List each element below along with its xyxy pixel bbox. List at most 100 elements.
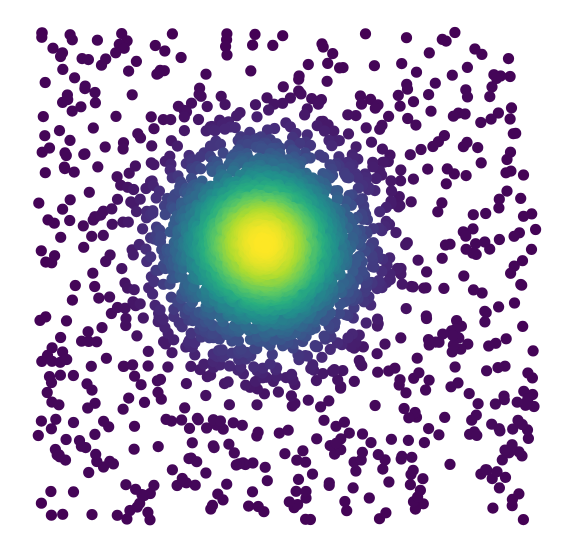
scatter-point — [433, 429, 445, 441]
scatter-point — [155, 231, 167, 243]
scatter-point — [342, 109, 354, 121]
scatter-point — [517, 169, 530, 181]
scatter-point — [440, 178, 452, 190]
scatter-point — [83, 466, 95, 479]
scatter-point — [421, 266, 433, 278]
scatter-point — [447, 110, 459, 122]
scatter-point — [43, 142, 56, 154]
scatter-point — [395, 332, 407, 344]
scatter-point — [243, 500, 255, 512]
scatter-point — [152, 386, 164, 398]
scatter-point — [35, 245, 47, 257]
scatter-point — [220, 40, 232, 53]
scatter-point — [67, 416, 80, 429]
scatter-point — [491, 466, 503, 478]
scatter-point — [192, 113, 205, 126]
scatter-point — [47, 42, 59, 54]
scatter-point — [507, 128, 519, 140]
scatter-point — [151, 68, 163, 80]
scatter-point — [89, 280, 101, 293]
scatter-point — [486, 81, 498, 93]
scatter-point — [427, 140, 439, 153]
scatter-point — [316, 351, 328, 363]
scatter-point — [154, 304, 166, 316]
scatter-point — [309, 340, 321, 352]
scatter-point — [511, 396, 523, 408]
scatter-point — [126, 89, 138, 101]
scatter-point — [214, 138, 227, 150]
scatter-point — [300, 485, 312, 498]
scatter-point — [59, 163, 71, 175]
scatter-point — [98, 415, 110, 427]
scatter-point — [267, 39, 279, 52]
scatter-point — [55, 331, 67, 344]
scatter-point — [249, 28, 261, 40]
scatter-point — [64, 214, 76, 227]
scatter-point — [158, 336, 170, 348]
scatter-point — [459, 108, 471, 120]
scatter-point — [302, 58, 314, 71]
scatter-point — [470, 238, 482, 250]
scatter-point — [50, 413, 62, 425]
scatter-point — [515, 192, 527, 204]
scatter-point — [191, 412, 203, 424]
scatter-point — [449, 26, 461, 39]
scatter-point — [413, 367, 425, 379]
scatter-point — [67, 486, 80, 498]
scatter-point — [97, 229, 109, 241]
scatter-point — [45, 423, 58, 435]
scatter-point — [185, 327, 197, 339]
scatter-point — [461, 136, 473, 148]
scatter-point — [516, 255, 529, 267]
scatter-point — [66, 34, 78, 46]
scatter-point — [201, 422, 213, 434]
scatter-point — [359, 28, 372, 40]
scatter-point — [33, 197, 45, 209]
scatter-point — [128, 443, 140, 455]
scatter-point — [83, 186, 95, 198]
scatter-point — [374, 123, 386, 135]
scatter-point — [423, 374, 435, 386]
scatter-point — [476, 48, 488, 61]
scatter-point — [385, 185, 398, 197]
scatter-point — [118, 360, 130, 372]
scatter-point — [104, 455, 116, 467]
scatter-point — [247, 39, 259, 51]
scatter-point — [95, 59, 108, 71]
scatter-point — [467, 209, 479, 221]
scatter-point — [152, 441, 164, 453]
scatter-point — [342, 332, 354, 344]
scatter-point — [221, 478, 233, 490]
scatter-point — [200, 68, 212, 80]
scatter-point — [148, 123, 160, 135]
scatter-point — [209, 125, 221, 137]
scatter-point — [507, 423, 519, 435]
scatter-point — [513, 446, 525, 458]
scatter-point — [81, 378, 93, 390]
scatter-point — [231, 110, 243, 122]
scatter-point — [106, 203, 118, 215]
scatter-point — [496, 454, 508, 466]
scatter-point — [221, 49, 233, 61]
scatter-point — [176, 414, 188, 426]
scatter-point — [439, 239, 452, 251]
scatter-point — [145, 111, 157, 123]
scatter-point — [175, 51, 187, 64]
scatter-point — [417, 473, 429, 485]
scatter-point — [405, 196, 417, 208]
scatter-point — [61, 353, 73, 366]
scatter-point — [447, 339, 459, 351]
scatter-point — [489, 398, 501, 410]
scatter-point — [396, 278, 408, 290]
scatter-point — [355, 98, 368, 110]
scatter-point — [46, 342, 58, 354]
scatter-point — [223, 438, 235, 450]
scatter-point — [69, 72, 81, 84]
scatter-point — [502, 53, 515, 65]
scatter-point — [194, 151, 207, 163]
scatter-point — [436, 197, 448, 209]
scatter-point — [251, 399, 263, 411]
scatter-point — [297, 445, 309, 457]
scatter-point — [67, 369, 79, 382]
scatter-point — [111, 509, 123, 521]
